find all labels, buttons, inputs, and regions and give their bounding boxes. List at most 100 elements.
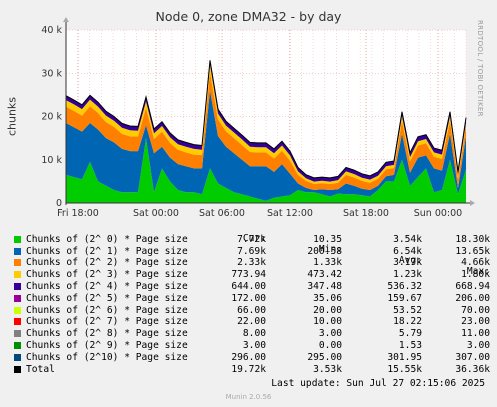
legend-name: Chunks of (2^ 7) * Page size [26,316,188,328]
legend-swatch [14,271,21,279]
x-axis-arrow [470,200,475,206]
legend-min: 10.35 [313,233,342,245]
legend-swatch [14,259,21,267]
header-cur: Cur: [242,233,266,244]
header-max: Max: [466,266,490,277]
legend-avg: 18.22 [393,316,422,328]
area-series [66,90,466,201]
legend-swatch [14,247,21,255]
legend-name: Chunks of (2^ 5) * Page size [26,292,188,304]
x-tick-label: Sat 18:00 [343,208,389,219]
legend-avg: 6.54k [393,245,422,257]
legend-name: Chunks of (2^ 1) * Page size [26,245,188,257]
legend-swatch [14,365,21,373]
legend-row: Chunks of (2^ 6) * Page size 66.00 20.00 53… [10,305,490,317]
legend-max: 668.94 [455,280,490,292]
chart-area: 0 10 k 20 k 30 k 40 k Fri 18:00 Sat 00:00 Sat 0… [41,17,475,219]
legend-swatch [14,306,21,314]
y-tick-label: 20 k [41,112,62,123]
legend-row: Chunks of (2^ 7) * Page size 22.00 10.00 18… [10,316,490,328]
legend-cur: 8.00 [242,328,266,340]
legend-cur: 3.00 [242,339,266,351]
legend-cur: 644.00 [231,280,266,292]
legend-row: Chunks of (2^ 9) * Page size 3.00 0.00 1.53… [10,340,490,352]
last-update: Last update: Sun Jul 27 02:15:06 2025 [271,378,485,389]
rrdtool-credit: RRDTOOL / TOBI OETIKER [476,20,484,117]
legend-cur: 2.33k [237,257,266,269]
legend-avg: 159.67 [387,292,422,304]
y-tick-label: 40 k [41,25,62,36]
legend-min: 200.58 [307,245,342,257]
legend-max: 70.00 [461,304,490,316]
legend-name: Chunks of (2^ 8) * Page size [26,328,188,340]
legend-row: Chunks of (2^ 3) * Page size 773.94 473.42… [10,269,490,281]
legend-swatch [14,282,21,290]
legend-cur: 22.00 [237,316,266,328]
legend-swatch [14,330,21,338]
legend-name: Chunks of (2^10) * Page size [26,351,188,363]
x-tick-label: Sat 12:00 [267,208,313,219]
legend-row: Chunks of (2^ 8) * Page size 8.00 3.00 5.79… [10,328,490,340]
legend-max: 18.30k [455,233,490,245]
legend-min: 473.42 [307,269,342,281]
y-axis-arrow [63,17,69,22]
munin-version: Munin 2.0.56 [225,393,272,401]
legend-name: Chunks of (2^ 2) * Page size [26,257,188,269]
legend-avg: 5.79 [398,328,422,340]
legend: Cur: Min: Avg: Max: Chunks of (2^ 0) * P… [10,222,490,375]
legend-avg: 53.52 [393,304,422,316]
x-tick-label: Fri 18:00 [57,208,99,219]
legend-row: Total 19.72k 3.53k 15.55k 36.36k [10,364,490,376]
legend-min: 3.53k [313,363,342,375]
legend-max: 11.00 [461,328,490,340]
legend-min: 347.48 [307,280,342,292]
legend-cur: 172.00 [231,292,266,304]
chart-title: Node 0, zone DMA32 - by day [155,9,342,24]
legend-cur: 7.69k [237,245,266,257]
legend-name: Chunks of (2^ 0) * Page size [26,233,188,245]
legend-name: Total [26,363,55,375]
legend-row: Chunks of (2^ 2) * Page size 2.33k 1.33k 3.… [10,257,490,269]
x-tick-label: Sun 00:00 [414,208,462,219]
header-avg: Avg: [398,255,422,266]
legend-min: 0.00 [318,339,342,351]
area-series [66,138,466,203]
legend-swatch [14,235,21,243]
legend-max: 206.00 [455,292,490,304]
total-line [65,60,467,179]
legend-max: 3.00 [466,339,490,351]
x-tick-label: Sat 00:00 [133,208,179,219]
legend-max: 36.36k [455,363,490,375]
legend-min: 1.33k [313,257,342,269]
legend-min: 3.00 [318,328,342,340]
legend-max: 4.66k [461,257,490,269]
legend-max: 23.00 [461,316,490,328]
legend-cur: 773.94 [231,269,266,281]
legend-min: 20.00 [313,304,342,316]
y-tick-label: 0 [56,198,62,209]
legend-name: Chunks of (2^ 4) * Page size [26,280,188,292]
legend-row: Chunks of (2^10) * Page size 296.00 295.00… [10,352,490,364]
legend-swatch [14,294,21,302]
legend-avg: 536.32 [387,280,422,292]
legend-name: Chunks of (2^ 9) * Page size [26,339,188,351]
legend-max: 1.80k [461,269,490,281]
legend-avg: 15.55k [387,363,422,375]
y-tick-label: 10 k [41,155,62,166]
legend-min: 35.06 [313,292,342,304]
legend-cur: 66.00 [237,304,266,316]
legend-avg: 301.95 [387,351,422,363]
legend-row: Chunks of (2^ 5) * Page size 172.00 35.06 1… [10,293,490,305]
legend-avg: 3.17k [393,257,422,269]
legend-row: Chunks of (2^ 0) * Page size 7.72k 10.35 3.… [10,234,490,246]
legend-avg: 1.23k [393,269,422,281]
legend-cur: 7.72k [237,233,266,245]
legend-swatch [14,318,21,326]
legend-cur: 296.00 [231,351,266,363]
legend-min: 295.00 [307,351,342,363]
legend-swatch [14,353,21,361]
legend-avg: 1.53 [398,339,422,351]
legend-avg: 3.54k [393,233,422,245]
legend-name: Chunks of (2^ 6) * Page size [26,304,188,316]
x-tick-label: Sat 06:00 [199,208,245,219]
